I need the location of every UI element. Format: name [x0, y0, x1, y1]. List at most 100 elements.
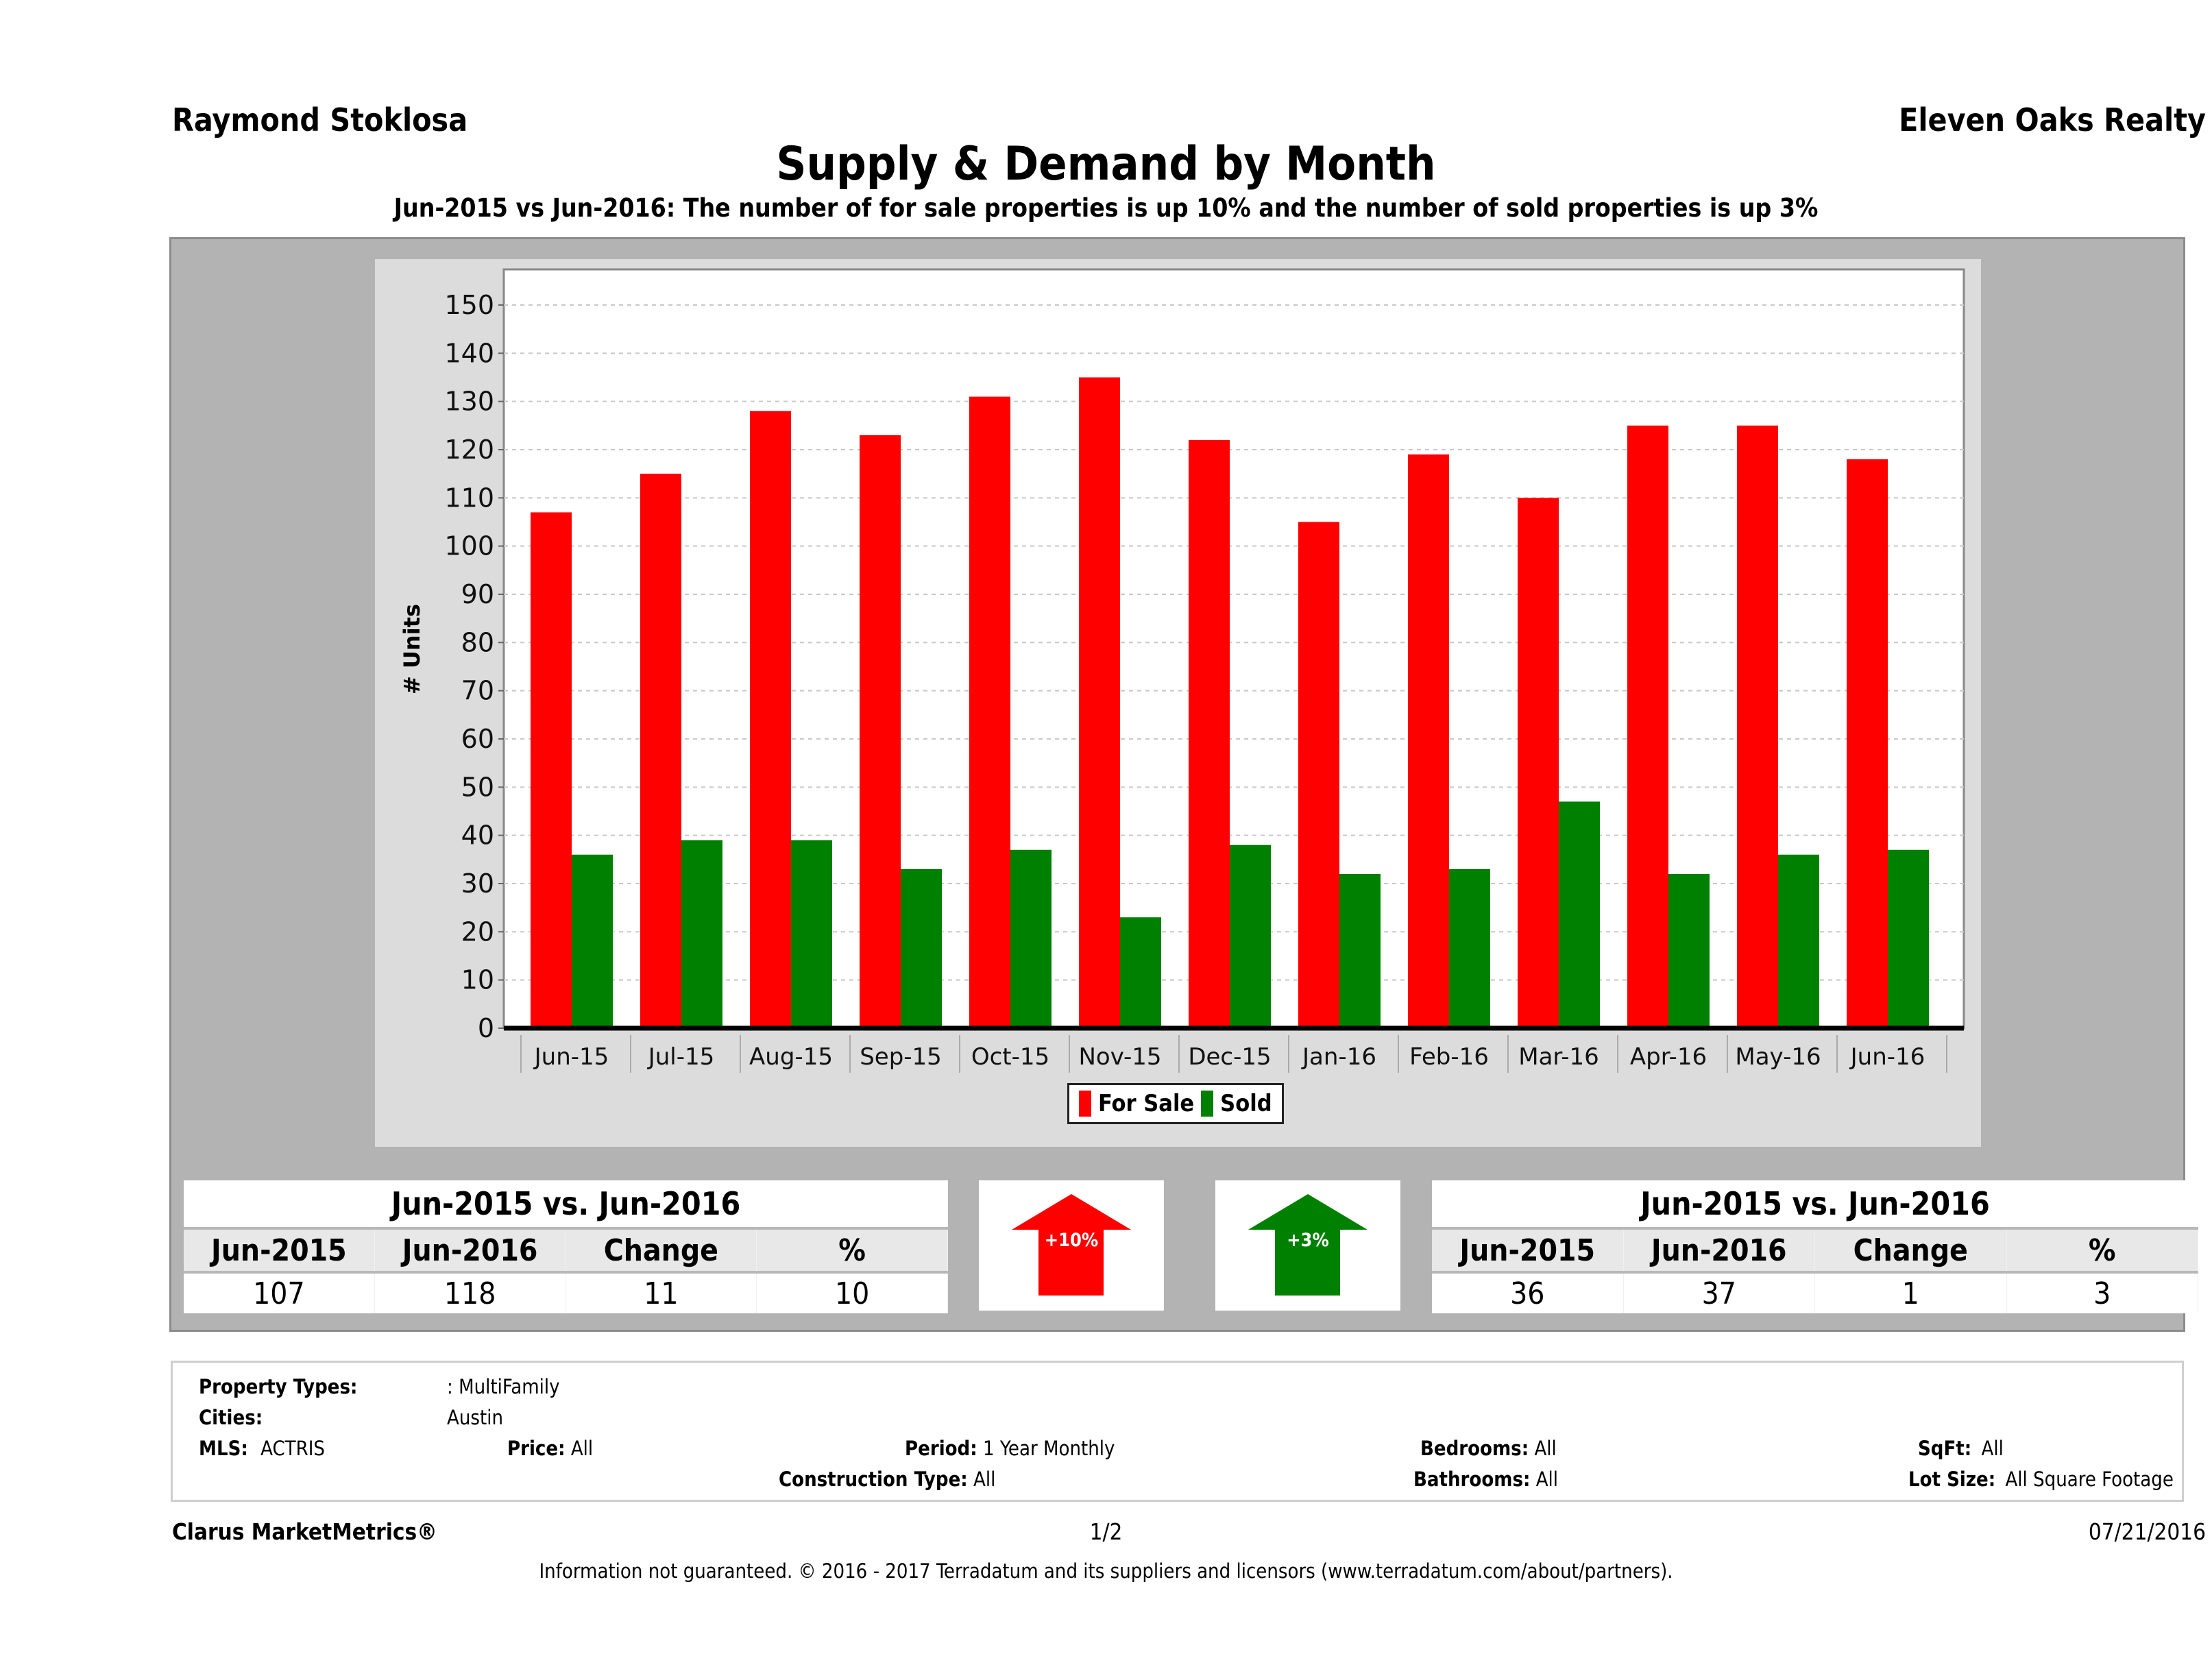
y-tick-label: 140 — [444, 338, 494, 368]
for-sale-header-percent: % — [757, 1230, 948, 1271]
mls-value: ACTRIS — [260, 1437, 325, 1460]
legend-label-for-sale: For Sale — [1098, 1090, 1195, 1117]
property-types-label: Property Types: — [199, 1375, 358, 1398]
legend-label-sold: Sold — [1220, 1090, 1272, 1117]
bar-for-sale-apr-16 — [1627, 425, 1668, 1028]
disclaimer: Information not guaranteed. © 2016 - 201… — [539, 1559, 1673, 1583]
bar-for-sale-jun-15 — [531, 512, 572, 1028]
period-label: Period: — [905, 1437, 977, 1460]
sold-header-change: Change — [1815, 1230, 2007, 1271]
sold-value-change: 1 — [1815, 1274, 2007, 1313]
x-tick-label: Jul-15 — [647, 1043, 715, 1071]
y-axis-ticks: 0 10 20 30 40 50 60 70 80 90 100 110 120 130 140 150 — [444, 290, 504, 1043]
sold-value-percent: 3 — [2007, 1274, 2198, 1313]
x-tick-label: Oct-15 — [971, 1043, 1049, 1071]
y-tick-label: 30 — [461, 868, 494, 899]
y-tick-label: 0 — [478, 1013, 494, 1043]
mls-label: MLS: — [199, 1437, 248, 1460]
for-sale-summary-table: Jun-2015 vs. Jun-2016 Jun-2015 Jun-2016 … — [184, 1180, 948, 1313]
bar-sold-nov-15 — [1120, 917, 1161, 1028]
bar-sold-jan-16 — [1339, 873, 1381, 1028]
bar-for-sale-jan-16 — [1298, 522, 1339, 1028]
x-tick-label: Nov-15 — [1079, 1043, 1162, 1071]
sold-value-start: 36 — [1432, 1274, 1624, 1313]
sold-change-indicator: +3% — [1215, 1180, 1400, 1311]
for-sale-summary-title: Jun-2015 vs. Jun-2016 — [391, 1185, 741, 1222]
sqft-value: All — [1981, 1437, 2004, 1460]
sold-change-label: +3% — [1287, 1230, 1329, 1251]
for-sale-change-indicator: +10% — [979, 1180, 1164, 1311]
x-tick-label: Sep-15 — [860, 1043, 942, 1071]
bar-for-sale-dec-15 — [1189, 439, 1230, 1028]
for-sale-value-percent: 10 — [757, 1274, 948, 1313]
page-number: 1/2 — [1089, 1518, 1123, 1545]
x-tick-label: Mar-16 — [1518, 1043, 1599, 1071]
report-date: 07/21/2016 — [2088, 1518, 2206, 1545]
price-label: Price: — [507, 1437, 566, 1460]
y-tick-label: 80 — [461, 627, 494, 657]
sold-header-end: Jun-2016 — [1624, 1230, 1815, 1271]
y-tick-label: 40 — [461, 820, 494, 851]
for-sale-header-end: Jun-2016 — [375, 1230, 566, 1271]
lot-size-label: Lot Size: — [1908, 1468, 1996, 1491]
bar-for-sale-oct-15 — [969, 396, 1010, 1028]
bedrooms-value: All — [1534, 1437, 1557, 1460]
y-axis-title: # Units — [399, 604, 425, 694]
y-tick-label: 130 — [444, 387, 494, 417]
page-subtitle: Jun-2015 vs Jun-2016: The number of for … — [393, 193, 1819, 223]
y-tick-label: 110 — [444, 483, 494, 513]
bathrooms-label: Bathrooms: — [1413, 1468, 1531, 1491]
y-tick-label: 70 — [461, 676, 494, 706]
bar-for-sale-mar-16 — [1518, 498, 1559, 1028]
y-tick-label: 10 — [461, 965, 494, 995]
bar-sold-may-16 — [1778, 854, 1819, 1028]
lot-size-value: All Square Footage — [2005, 1468, 2174, 1491]
bar-sold-dec-15 — [1230, 844, 1271, 1028]
bar-for-sale-may-16 — [1737, 425, 1778, 1028]
y-tick-label: 150 — [444, 290, 494, 320]
for-sale-header-change: Change — [566, 1230, 757, 1271]
sqft-label: SqFt: — [1918, 1437, 1972, 1460]
for-sale-value-change: 11 — [566, 1274, 757, 1313]
bar-sold-aug-15 — [791, 840, 832, 1028]
sold-summary-table: Jun-2015 vs. Jun-2016 Jun-2015 Jun-2016 … — [1432, 1180, 2198, 1313]
for-sale-change-label: +10% — [1044, 1230, 1099, 1251]
sold-summary-title: Jun-2015 vs. Jun-2016 — [1640, 1185, 1990, 1222]
x-tick-label: Feb-16 — [1409, 1043, 1489, 1071]
legend-swatch-for-sale — [1079, 1091, 1091, 1117]
bar-for-sale-aug-15 — [750, 411, 791, 1028]
construction-type-value: All — [973, 1468, 996, 1491]
bar-for-sale-sep-15 — [860, 435, 901, 1028]
bar-sold-apr-16 — [1668, 873, 1710, 1028]
y-tick-label: 50 — [461, 772, 494, 802]
cities-value: Austin — [447, 1406, 503, 1429]
y-tick-label: 60 — [461, 724, 494, 754]
arrow-up-icon — [1248, 1194, 1368, 1296]
x-tick-label: Jun-16 — [1849, 1043, 1925, 1071]
property-types-value: : MultiFamily — [447, 1375, 560, 1398]
construction-type-label: Construction Type: — [779, 1468, 968, 1491]
bars — [531, 377, 1929, 1028]
for-sale-value-end: 118 — [375, 1274, 566, 1313]
price-value: All — [570, 1437, 594, 1460]
bar-for-sale-jul-15 — [640, 474, 681, 1028]
legend-swatch-sold — [1201, 1091, 1214, 1117]
x-tick-label: Dec-15 — [1188, 1043, 1271, 1071]
bar-for-sale-nov-15 — [1079, 377, 1120, 1028]
bathrooms-value: All — [1535, 1468, 1559, 1491]
arrow-up-icon — [1012, 1194, 1131, 1296]
sold-header-start: Jun-2015 — [1432, 1230, 1624, 1271]
bar-sold-jun-16 — [1888, 849, 1929, 1028]
bar-sold-mar-16 — [1559, 801, 1600, 1028]
company-name: Eleven Oaks Realty — [1899, 101, 2206, 138]
page-title: Supply & Demand by Month — [776, 137, 1436, 191]
chart-legend: For Sale Sold — [1067, 1083, 1284, 1124]
x-tick-label: May-16 — [1735, 1043, 1821, 1071]
y-tick-label: 120 — [444, 435, 494, 465]
agent-name: Raymond Stoklosa — [172, 101, 468, 138]
y-tick-label: 100 — [444, 531, 494, 561]
sold-header-percent: % — [2007, 1230, 2198, 1271]
bedrooms-label: Bedrooms: — [1420, 1437, 1529, 1460]
bar-sold-oct-15 — [1010, 849, 1052, 1028]
